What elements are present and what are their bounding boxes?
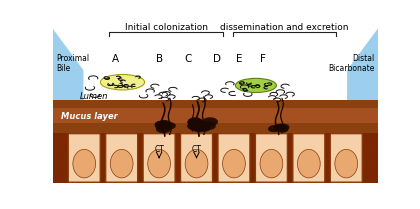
Text: Mucus layer: Mucus layer [60,112,117,121]
Text: A: A [113,54,120,64]
Ellipse shape [157,120,172,128]
Ellipse shape [260,149,283,178]
Ellipse shape [185,149,208,178]
Text: CT: CT [192,144,202,153]
FancyBboxPatch shape [255,134,287,182]
FancyBboxPatch shape [218,134,250,182]
Ellipse shape [297,149,320,178]
Text: Distal
Bicarbonate: Distal Bicarbonate [328,54,375,73]
Polygon shape [347,28,378,133]
Ellipse shape [268,125,281,132]
Text: F: F [260,54,265,64]
Ellipse shape [236,78,276,93]
Text: C: C [184,54,191,64]
FancyBboxPatch shape [293,134,325,182]
Ellipse shape [187,118,203,127]
FancyBboxPatch shape [330,134,362,182]
Ellipse shape [276,125,289,133]
Ellipse shape [223,149,245,178]
Ellipse shape [187,122,203,131]
FancyBboxPatch shape [181,134,213,182]
Text: dissemination and excretion: dissemination and excretion [220,23,349,32]
Text: Lumen: Lumen [80,92,108,101]
Ellipse shape [202,117,218,126]
Text: E: E [236,54,243,64]
Text: D: D [213,54,221,64]
FancyBboxPatch shape [143,134,175,182]
Polygon shape [52,28,84,133]
Text: Proximal
Bile: Proximal Bile [56,54,89,73]
Ellipse shape [161,122,176,130]
Ellipse shape [155,121,170,129]
Ellipse shape [274,124,286,131]
Ellipse shape [277,124,289,131]
FancyBboxPatch shape [106,134,138,182]
Ellipse shape [192,123,207,132]
FancyBboxPatch shape [68,134,100,182]
Text: CT: CT [154,144,164,153]
Ellipse shape [155,122,170,130]
Ellipse shape [335,149,358,178]
Ellipse shape [156,125,171,133]
Bar [52,100,378,133]
Ellipse shape [200,121,216,130]
Bar [52,108,378,123]
Bar [52,133,378,183]
Ellipse shape [188,117,203,126]
Ellipse shape [73,149,96,178]
Text: Initial colonization: Initial colonization [125,23,208,32]
Ellipse shape [155,121,170,129]
Ellipse shape [100,74,144,90]
Ellipse shape [148,149,171,178]
Ellipse shape [194,123,210,132]
Ellipse shape [110,149,133,178]
Text: B: B [156,54,163,64]
